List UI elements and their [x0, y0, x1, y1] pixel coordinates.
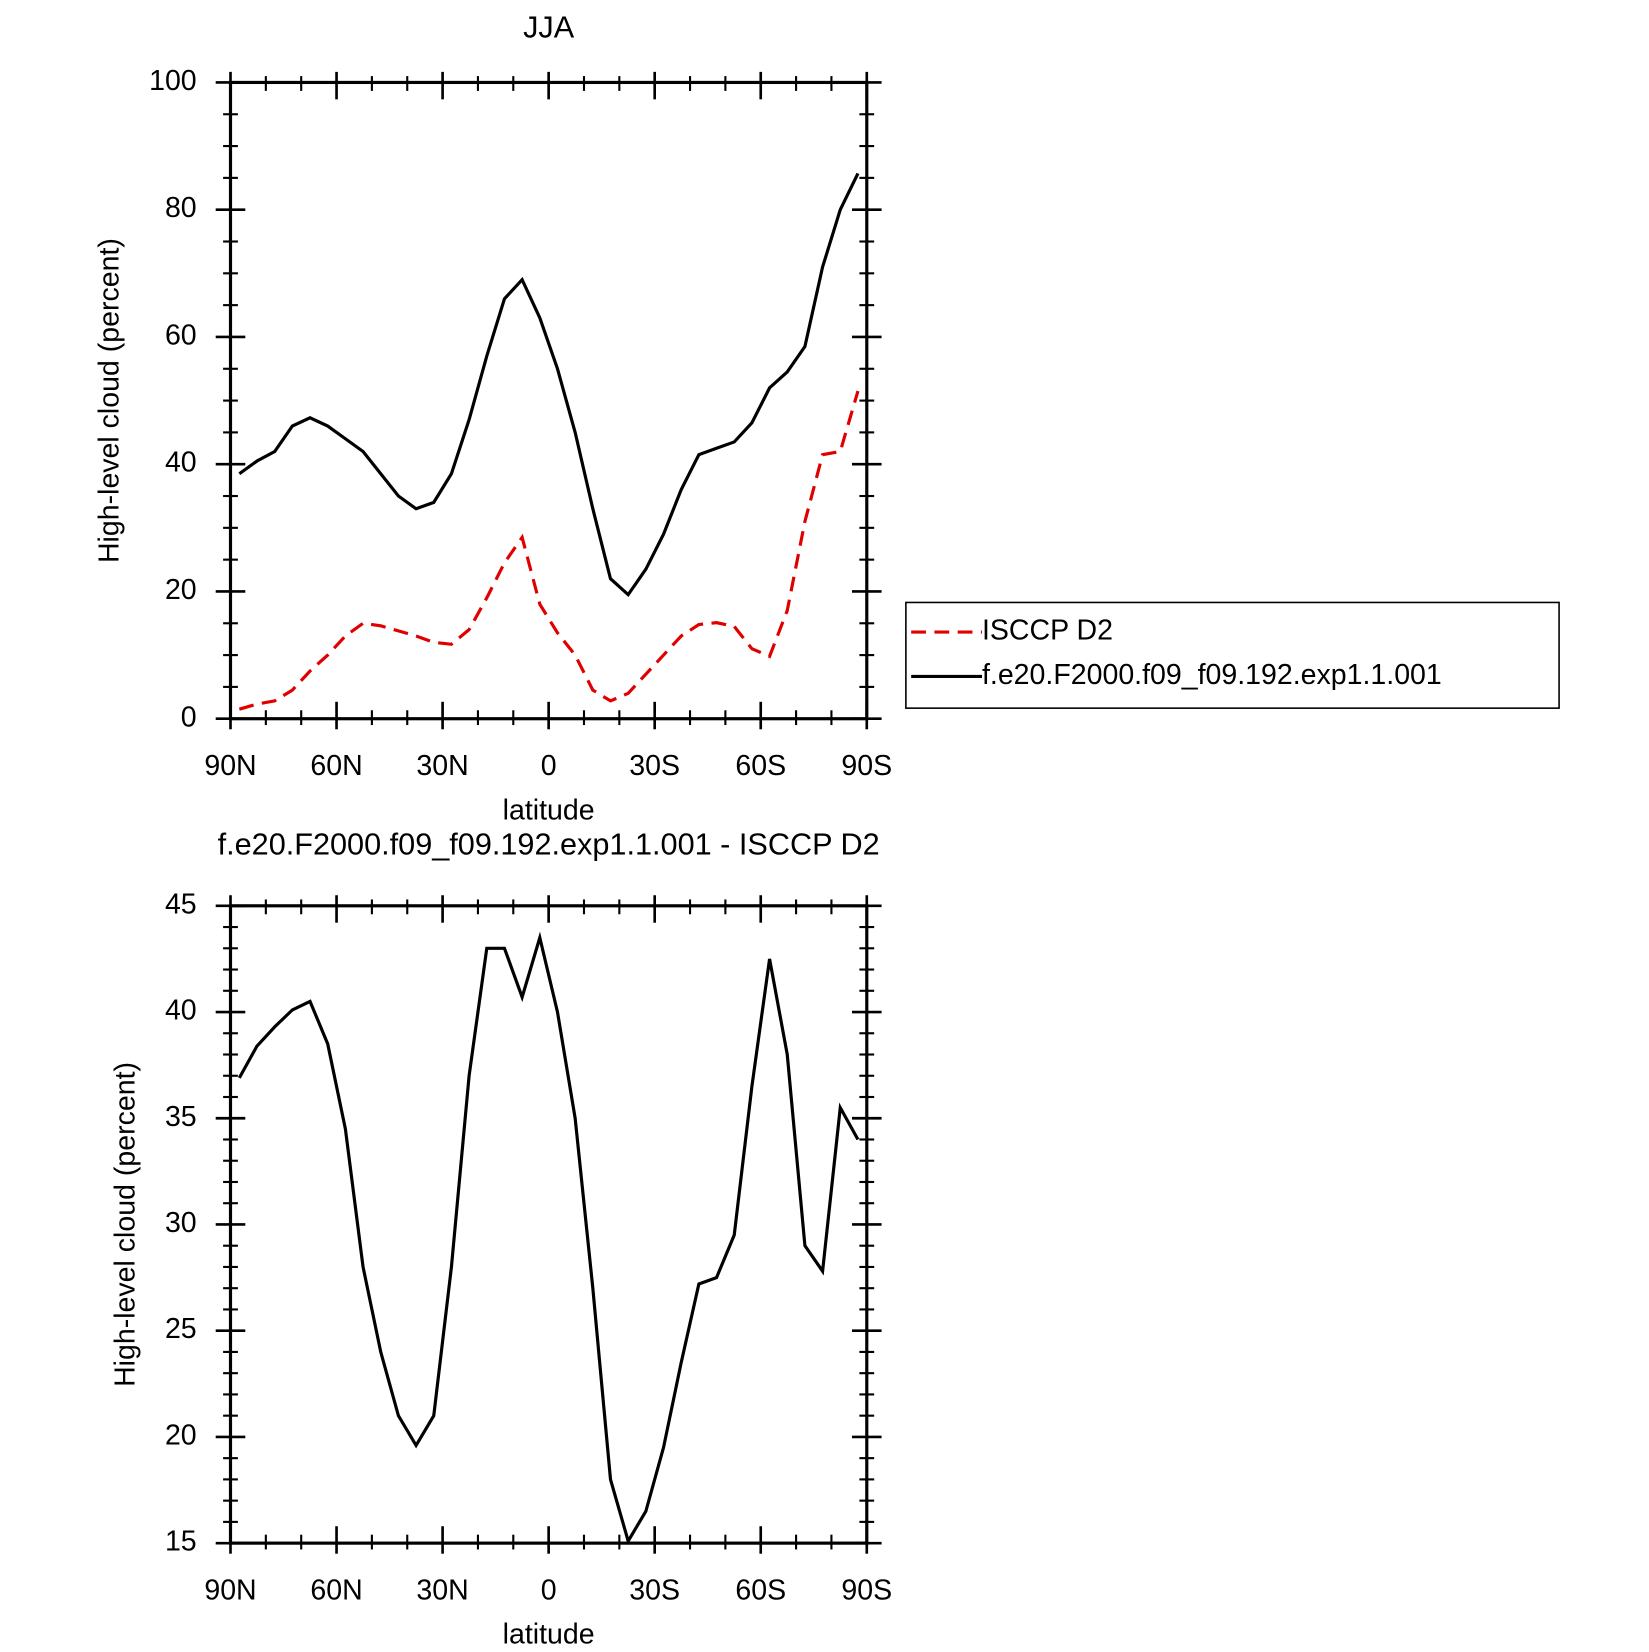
legend-box — [905, 601, 1560, 709]
data-line — [238, 172, 860, 598]
y-tick-label: 45 — [165, 888, 197, 920]
y-tick-label: 40 — [165, 447, 197, 479]
y-tick-label: 20 — [165, 1419, 197, 1451]
plot-frame — [228, 80, 869, 721]
y-axis-label: High-level cloud (percent) — [109, 1062, 141, 1387]
x-tick-label: 90N — [204, 1574, 256, 1606]
x-tick-label: 30S — [629, 750, 680, 782]
x-tick-label: 30N — [416, 1574, 468, 1606]
chart-title: f.e20.F2000.f09_f09.192.exp1.1.001 - ISC… — [218, 828, 880, 862]
y-tick-label: 25 — [165, 1313, 197, 1345]
x-tick-label: 0 — [541, 1574, 557, 1606]
chart-title: JJA — [523, 11, 575, 45]
x-tick-label: 60S — [735, 750, 786, 782]
data-line — [238, 390, 860, 711]
x-axis-label: latitude — [503, 1619, 595, 1651]
y-axis-label: High-level cloud (percent) — [94, 238, 126, 563]
y-tick-label: 30 — [165, 1207, 197, 1239]
y-tick-label: 60 — [165, 319, 197, 351]
x-tick-label: 60S — [735, 1574, 786, 1606]
plot-frame — [228, 904, 869, 1545]
data-line — [237, 931, 860, 1545]
x-tick-label: 60N — [310, 1574, 362, 1606]
y-tick-label: 15 — [165, 1526, 197, 1558]
y-tick-label: 20 — [165, 574, 197, 606]
x-tick-label: 30N — [416, 750, 468, 782]
x-tick-label: 90S — [841, 750, 892, 782]
x-tick-label: 90S — [841, 1574, 892, 1606]
y-tick-label: 100 — [149, 65, 197, 97]
y-tick-label: 35 — [165, 1101, 197, 1133]
x-tick-label: 60N — [310, 750, 362, 782]
legend-label: ISCCP D2 — [982, 615, 1113, 647]
y-tick-label: 0 — [181, 701, 197, 733]
legend-label: f.e20.F2000.f09_f09.192.exp1.1.001 — [982, 659, 1442, 691]
x-tick-label: 0 — [541, 750, 557, 782]
y-tick-label: 80 — [165, 192, 197, 224]
y-tick-label: 40 — [165, 995, 197, 1027]
x-tick-label: 90N — [204, 750, 256, 782]
x-axis-label: latitude — [503, 794, 595, 826]
x-tick-label: 30S — [629, 1574, 680, 1606]
